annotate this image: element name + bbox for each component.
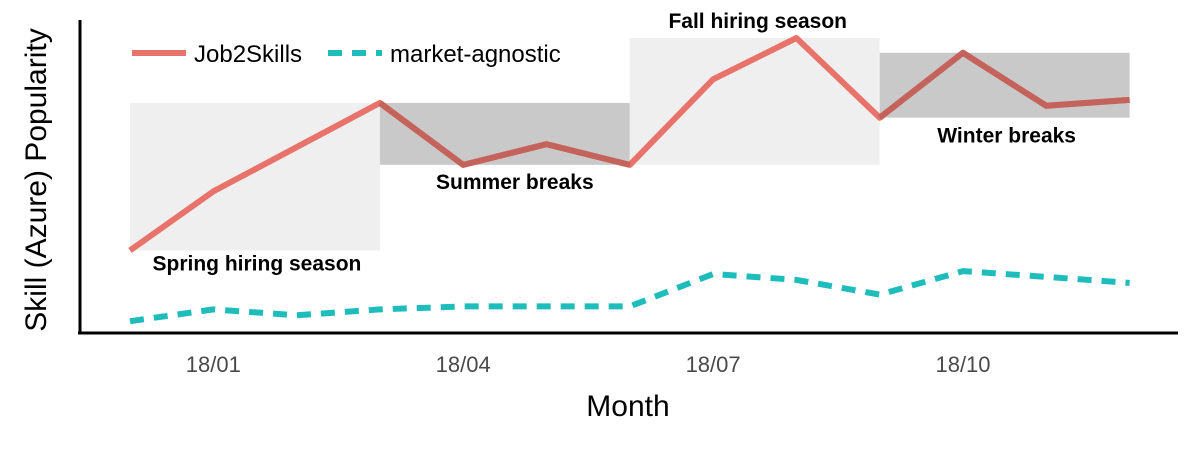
- x-tick-label-0: 18/01: [186, 352, 241, 377]
- legend-label-job2skills: Job2Skills: [194, 41, 302, 68]
- series-line-overlap-3: [877, 49, 1130, 121]
- x-tick-label-2: 18/07: [686, 352, 741, 377]
- x-tick-label-3: 18/10: [935, 352, 990, 377]
- season-label-1: Summer breaks: [436, 171, 594, 194]
- series-line-overlap-1: [378, 100, 631, 168]
- season-labels: Spring hiring season Summer breaks Fall hi…: [153, 10, 1076, 275]
- x-axis-title: Month: [586, 390, 669, 423]
- season-label-3: Winter breaks: [937, 125, 1076, 148]
- season-label-2: Fall hiring season: [668, 10, 847, 33]
- y-axis-title: Skill (Azure) Popularity: [20, 28, 53, 331]
- x-tick-label-1: 18/04: [436, 352, 491, 377]
- series-line-1: [129, 268, 1130, 325]
- season-label-0: Spring hiring season: [153, 252, 362, 275]
- series-lines: [128, 35, 1130, 325]
- legend-label-market-agnostic: market-agnostic: [390, 41, 561, 68]
- x-tick-labels: 18/01 18/04 18/07 18/10: [186, 352, 991, 377]
- legend: Job2Skills market-agnostic: [132, 41, 561, 68]
